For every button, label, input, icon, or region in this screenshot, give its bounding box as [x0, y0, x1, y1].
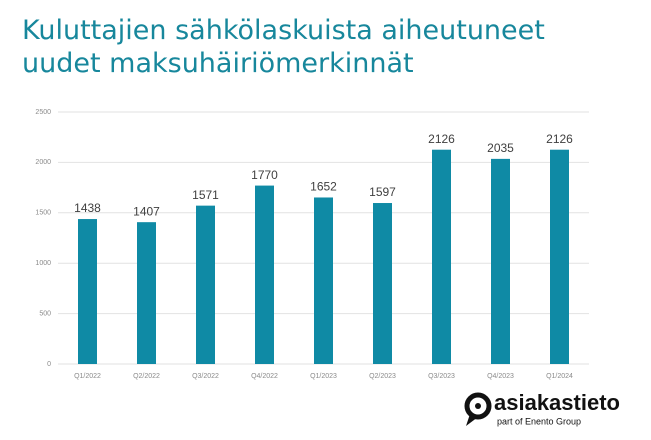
value-label: 1770: [251, 168, 278, 182]
value-label: 1652: [310, 180, 337, 194]
y-tick-label: 2500: [35, 109, 51, 116]
logo-icon-tail: [466, 414, 478, 426]
bar: [137, 222, 156, 364]
value-label: 2035: [487, 141, 514, 155]
x-tick-label: Q4/2022: [251, 373, 278, 380]
value-label: 2126: [546, 132, 573, 146]
bar: [491, 158, 510, 364]
x-tick-label: Q3/2023: [428, 373, 455, 380]
value-label: 2126: [428, 132, 455, 146]
value-label: 1438: [74, 201, 101, 215]
bar: [314, 197, 333, 364]
y-tick-label: 1000: [35, 260, 51, 267]
y-tick-label: 2000: [35, 159, 51, 166]
bar: [196, 205, 215, 364]
y-tick-label: 0: [47, 361, 51, 368]
bar: [550, 149, 569, 364]
bar: [373, 203, 392, 364]
x-tick-label: Q1/2023: [310, 373, 337, 380]
brand: asiakastieto: [494, 390, 620, 415]
bar: [78, 219, 97, 364]
x-tick-label: Q1/2024: [546, 373, 573, 380]
bar: [432, 149, 451, 364]
x-tick-label: Q2/2023: [369, 373, 396, 380]
value-label: 1571: [192, 188, 219, 202]
x-tick-label: Q1/2022: [74, 373, 101, 380]
value-label: 1597: [369, 185, 396, 199]
value-label: 1407: [133, 204, 160, 218]
x-tick-label: Q4/2023: [487, 373, 514, 380]
y-tick-label: 500: [39, 310, 51, 317]
logo: asiakastieto part of Enento Group: [464, 390, 620, 426]
tagline: part of Enento Group: [497, 416, 581, 426]
logo-icon-dot: [475, 403, 481, 409]
x-tick-label: Q2/2022: [133, 373, 160, 380]
chart-title: Kuluttajien sähkölaskuista aiheutuneet u…: [22, 15, 545, 79]
y-tick-label: 1500: [35, 210, 51, 217]
x-tick-label: Q3/2022: [192, 373, 219, 380]
bar: [255, 185, 274, 364]
